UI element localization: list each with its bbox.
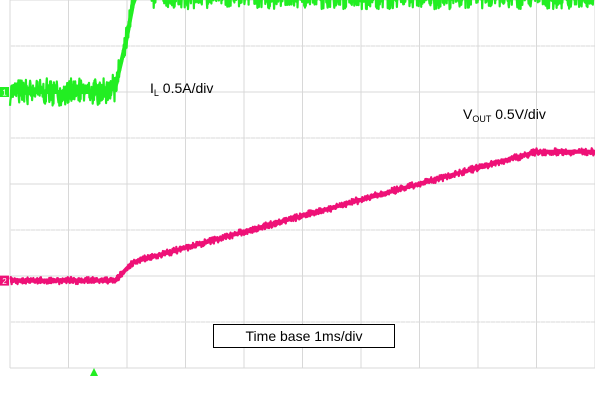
channel-marker-bg bbox=[0, 275, 9, 286]
trigger-icon bbox=[90, 368, 98, 376]
trace-core-vout bbox=[9, 149, 595, 283]
trace-core-il bbox=[9, 0, 137, 94]
vout-scale-label: VOUT 0.5V/div bbox=[463, 106, 546, 124]
channel-marker-bg bbox=[0, 87, 9, 97]
plot-grid bbox=[9, 0, 595, 369]
channel-marker-label: 2 bbox=[2, 277, 7, 286]
plot-traces bbox=[8, 0, 595, 286]
trace-il bbox=[8, 0, 595, 107]
timebase-label: Time base 1ms/div bbox=[213, 324, 395, 348]
il-scale-label: IL 0.5A/div bbox=[150, 80, 214, 98]
channel-marker-label: 1 bbox=[2, 89, 7, 98]
channel-markers: 12 bbox=[0, 87, 98, 376]
